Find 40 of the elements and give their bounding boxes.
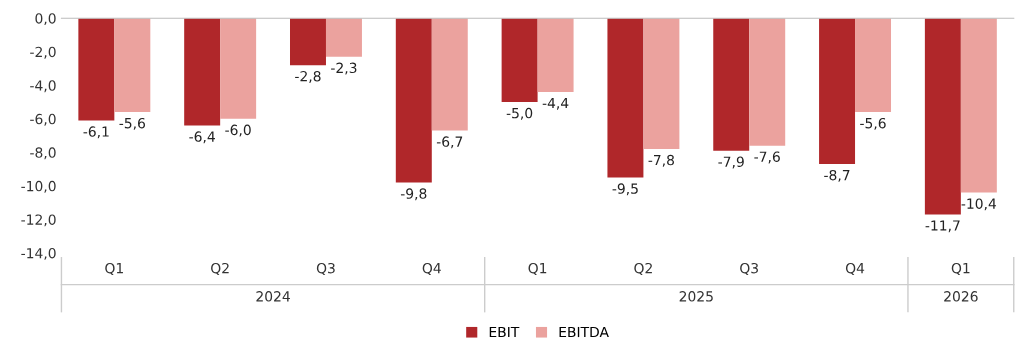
data-label: -4,4	[542, 97, 569, 110]
data-label: -6,4	[189, 131, 215, 144]
y-tick-label: 0,0	[35, 13, 56, 26]
y-tick-label: -6,0	[30, 113, 56, 126]
x-tick-label: Q1	[528, 262, 547, 276]
y-tick-label: -8,0	[30, 147, 56, 160]
data-label: -9,5	[612, 183, 638, 196]
data-label: -5,6	[119, 117, 146, 130]
y-tick-label: -4,0	[30, 80, 56, 93]
x-tick-label: Q3	[316, 262, 335, 276]
x-tick-label: Q4	[845, 262, 865, 276]
y-tick-label: -12,0	[21, 214, 56, 227]
data-label: -7,6	[754, 151, 780, 164]
data-label: -7,9	[718, 156, 744, 169]
data-label: -6,7	[436, 136, 463, 149]
x-tick-label: Q1	[951, 262, 970, 276]
text: 2026	[944, 291, 978, 302]
data-label: -10,4	[961, 198, 997, 211]
x-tick-label: Q2	[211, 262, 229, 276]
x-tick-label: Q1	[105, 262, 123, 276]
data-label: -2,8	[295, 70, 321, 83]
data-label: -2,3	[331, 62, 357, 75]
data-label: -5,0	[506, 107, 533, 120]
data-label: -7,8	[648, 154, 674, 167]
text: 2024	[256, 291, 290, 302]
x-tick-label: Q4	[422, 262, 441, 276]
y-tick-label: -2,0	[30, 46, 56, 59]
data-label: -5,6	[860, 117, 886, 130]
data-label: -9,8	[400, 188, 427, 201]
y-tick-label: -14,0	[21, 247, 56, 260]
x-tick-label: Q2	[634, 262, 652, 276]
data-label: -6,1	[83, 126, 109, 139]
text: 2025	[679, 291, 713, 302]
data-label: -11,7	[925, 220, 960, 233]
legend-label: EBITDA	[559, 326, 609, 338]
x-tick-label: Q3	[740, 262, 758, 276]
data-label: -8,7	[824, 169, 850, 182]
legend-label: EBIT	[489, 326, 520, 338]
data-label: -6,0	[225, 124, 251, 137]
y-tick-label: -10,0	[21, 180, 56, 193]
